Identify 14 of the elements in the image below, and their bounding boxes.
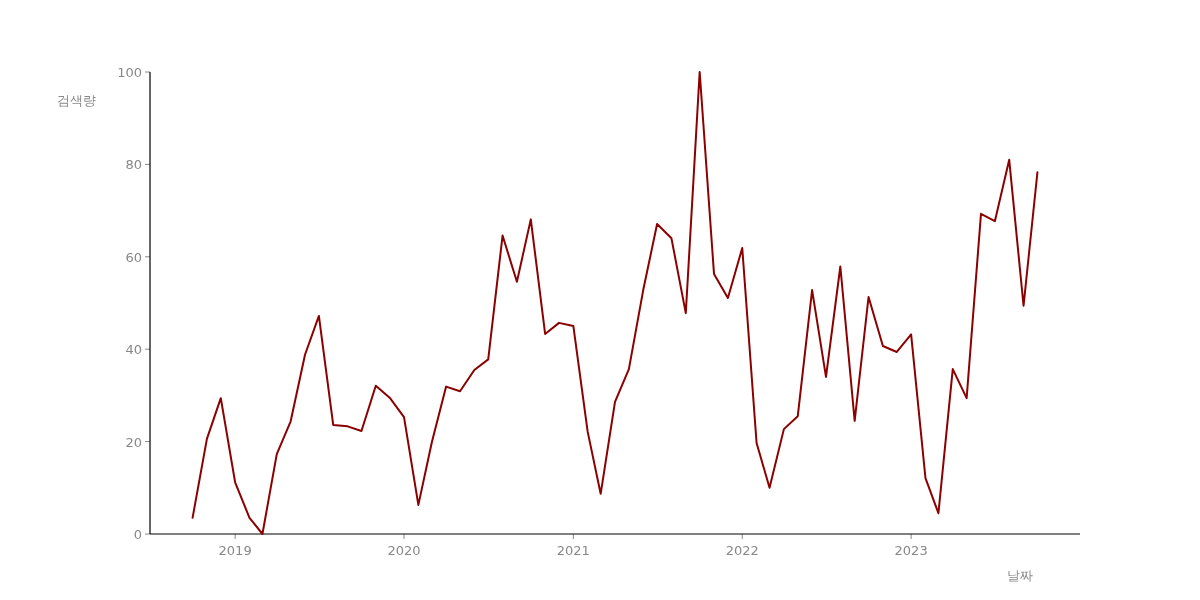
y-tick-label: 80 [125, 157, 142, 173]
line-series [191, 71, 1039, 535]
x-tick-label: 2022 [725, 543, 759, 558]
x-tick-label: 2019 [218, 543, 252, 558]
x-axis-title: 날짜 [1007, 568, 1033, 583]
x-tick-label: 2021 [556, 543, 590, 558]
y-tick-label: 20 [125, 434, 142, 450]
x-tick-label: 2023 [894, 543, 928, 558]
y-tick-label: 0 [133, 527, 142, 542]
y-tick-label: 100 [117, 65, 142, 80]
y-tick-label: 60 [125, 249, 142, 265]
y-tick-label: 40 [125, 342, 142, 358]
y-axis-title: 검색량 [56, 93, 96, 108]
x-tick-label: 2020 [387, 543, 421, 558]
